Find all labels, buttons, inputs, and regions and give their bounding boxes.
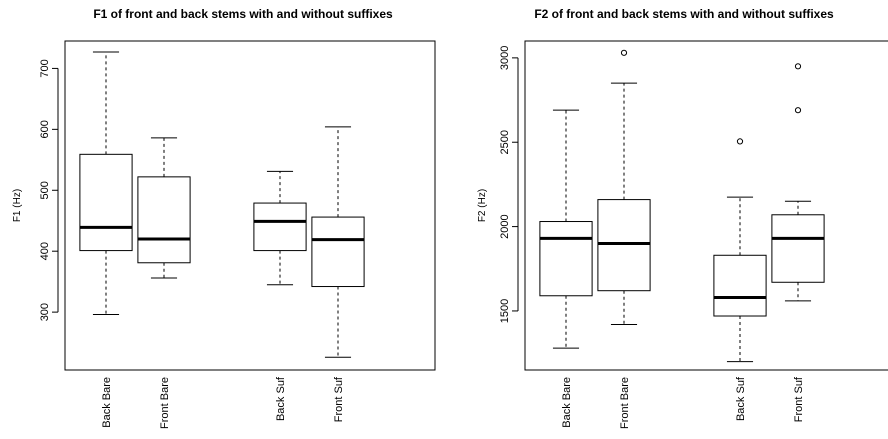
iqr-box: [597, 199, 651, 292]
iqr-box: [79, 153, 133, 252]
y-tick-label: 500: [39, 181, 51, 199]
x-category-label: Back Suf: [275, 376, 287, 421]
y-tick-label: 1500: [499, 299, 511, 323]
box-front-suf: [311, 126, 365, 358]
iqr-box: [539, 221, 593, 297]
y-tick-label: 2500: [499, 130, 511, 154]
y-axis-label: F1 (Hz): [12, 189, 23, 222]
y-tick-label: 700: [39, 59, 51, 77]
panel-2: F2 of front and back stems with and with…: [477, 7, 888, 429]
y-tick-label: 400: [39, 242, 51, 260]
box-back-bare: [79, 51, 133, 316]
box-front-bare: [137, 137, 191, 279]
y-axis-label: F2 (Hz): [477, 189, 488, 222]
outlier-point: [794, 63, 802, 70]
iqr-box: [253, 202, 307, 252]
box-back-suf: [713, 138, 767, 363]
box-front-suf: [771, 63, 825, 302]
x-category-label: Back Suf: [735, 376, 747, 421]
x-category-label: Front Suf: [793, 376, 805, 422]
x-category-label: Front Bare: [159, 377, 171, 429]
box-back-bare: [539, 109, 593, 349]
box-front-bare: [597, 49, 651, 325]
x-category-label: Front Bare: [619, 377, 631, 429]
iqr-box: [771, 214, 825, 283]
x-category-label: Front Suf: [333, 376, 345, 422]
outlier-point: [620, 49, 628, 56]
iqr-box: [311, 216, 365, 288]
outlier-point: [794, 107, 802, 114]
outlier-point: [736, 138, 744, 145]
box-back-suf: [253, 170, 307, 286]
chart-title: F1 of front and back stems with and with…: [93, 7, 393, 21]
x-category-label: Back Bare: [101, 377, 113, 428]
plot-frame: [524, 40, 888, 371]
chart-title: F2 of front and back stems with and with…: [534, 7, 834, 21]
iqr-box: [137, 176, 191, 264]
y-tick-label: 2000: [499, 214, 511, 238]
x-category-label: Back Bare: [561, 377, 573, 428]
y-tick-label: 600: [39, 120, 51, 138]
y-tick-label: 3000: [499, 46, 511, 70]
plot-frame: [64, 40, 436, 371]
panel-1: F1 of front and back stems with and with…: [12, 7, 436, 429]
y-tick-label: 300: [39, 303, 51, 321]
iqr-box: [713, 254, 767, 317]
